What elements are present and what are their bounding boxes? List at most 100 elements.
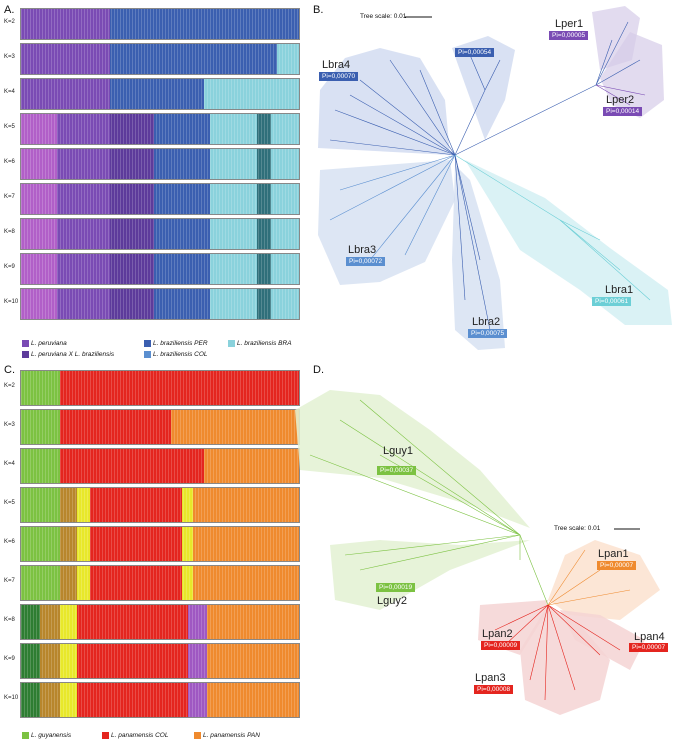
- structure-row: [20, 78, 300, 110]
- structure-segment: [21, 566, 60, 600]
- structure-segment: [21, 289, 58, 319]
- structure-row: [20, 565, 300, 601]
- pi-box-lpan3: Pi=0,00008: [474, 685, 514, 694]
- k-label: K=8: [4, 229, 15, 235]
- structure-grid: [21, 184, 299, 214]
- structure-segment: [90, 488, 183, 522]
- structure-segment: [207, 644, 299, 678]
- legend-a: L. peruviana L. peruviana X L. brazilien…: [22, 340, 312, 362]
- clade-label-lpan3: Lpan3: [475, 672, 506, 684]
- structure-segment: [21, 79, 110, 109]
- structure-segment: [210, 149, 258, 179]
- structure-segment: [59, 371, 299, 405]
- pi-box-lguy2: Pi=0,00019: [376, 583, 416, 592]
- structure-segment: [109, 289, 155, 319]
- structure-segment: [21, 605, 41, 639]
- hull-lguy1: [295, 390, 530, 528]
- structure-segment: [182, 566, 194, 600]
- swatch-icon: [228, 340, 235, 347]
- structure-segment: [193, 488, 299, 522]
- structure-segment: [109, 114, 155, 144]
- legend-c-item-3: L. panamensis PAN: [194, 732, 260, 739]
- swatch-icon: [22, 732, 29, 739]
- structure-segment: [21, 410, 60, 444]
- structure-segment: [257, 184, 272, 214]
- structure-row: [20, 643, 300, 679]
- structure-segment: [154, 289, 210, 319]
- structure-segment: [257, 149, 272, 179]
- pi-box-lper2: Pi=0,00014: [603, 107, 643, 116]
- structure-segment: [59, 605, 77, 639]
- legend-a-item-1: L. peruviana: [22, 340, 67, 347]
- legend-c: L. guyanensis L. panamensis COL L. panam…: [22, 732, 312, 742]
- clade-label-lper2: Lper2: [606, 94, 635, 106]
- structure-segment: [210, 254, 258, 284]
- structure-segment: [40, 644, 60, 678]
- structure-segment: [21, 683, 41, 717]
- structure-row: [20, 487, 300, 523]
- structure-grid: [21, 79, 299, 109]
- k-label: K=10: [4, 695, 19, 701]
- structure-grid: [21, 289, 299, 319]
- pi-box-lpan4: Pi=0,00007: [629, 643, 669, 652]
- structure-segment: [210, 114, 258, 144]
- structure-row: [20, 604, 300, 640]
- structure-segment: [193, 527, 299, 561]
- structure-segment: [154, 254, 210, 284]
- structure-segment: [40, 605, 60, 639]
- hull-lbra2: [452, 165, 505, 350]
- clade-label-lpan2: Lpan2: [482, 628, 513, 640]
- structure-segment: [207, 683, 299, 717]
- structure-segment: [109, 44, 277, 74]
- structure-segment: [109, 9, 299, 39]
- structure-row: [20, 448, 300, 484]
- structure-segment: [59, 566, 77, 600]
- structure-segment: [109, 254, 155, 284]
- structure-grid: [21, 9, 299, 39]
- clade-label-lguy1: Lguy1: [383, 445, 413, 457]
- structure-segment: [57, 184, 110, 214]
- k-label: K=5: [4, 500, 15, 506]
- structure-row: [20, 43, 300, 75]
- k-label: K=7: [4, 194, 15, 200]
- swatch-icon: [194, 732, 201, 739]
- clade-label-lper1: Lper1: [555, 18, 584, 30]
- structure-segment: [21, 149, 58, 179]
- legend-a-item-4: L. braziliensis COL: [144, 351, 208, 358]
- structure-segment: [187, 644, 208, 678]
- swatch-icon: [22, 351, 29, 358]
- structure-row: [20, 218, 300, 250]
- structure-segment: [90, 566, 183, 600]
- structure-segment: [57, 114, 110, 144]
- structure-segment: [59, 527, 77, 561]
- structure-segment: [76, 566, 91, 600]
- panel-b-letter: B.: [313, 4, 324, 16]
- structure-segment: [76, 644, 188, 678]
- structure-grid: [21, 219, 299, 249]
- structure-segment: [109, 184, 155, 214]
- legend-c-item-2: L. panamensis COL: [102, 732, 168, 739]
- pi-box-lpan1: Pi=0,00007: [597, 561, 637, 570]
- structure-segment: [21, 371, 60, 405]
- k-label: K=3: [4, 54, 15, 60]
- pi-box-lbra1: Pi=0,00061: [592, 297, 632, 306]
- legend-c-item-1: L. guyanensis: [22, 732, 71, 739]
- structure-grid: [21, 605, 299, 639]
- structure-segment: [154, 219, 210, 249]
- k-label: K=9: [4, 264, 15, 270]
- k-label: K=2: [4, 383, 15, 389]
- structure-segment: [21, 449, 60, 483]
- structure-segment: [57, 254, 110, 284]
- pi-box-lpan2: Pi=0,00009: [481, 641, 521, 650]
- panel-c-letter: C.: [4, 364, 15, 376]
- structure-segment: [59, 449, 205, 483]
- k-label: K=2: [4, 19, 15, 25]
- structure-segment: [21, 114, 58, 144]
- structure-segment: [271, 254, 299, 284]
- structure-grid: [21, 254, 299, 284]
- structure-segment: [59, 644, 77, 678]
- structure-segment: [204, 79, 299, 109]
- pi-box-lbra2: Pi=0,00075: [468, 329, 508, 338]
- structure-segment: [76, 605, 188, 639]
